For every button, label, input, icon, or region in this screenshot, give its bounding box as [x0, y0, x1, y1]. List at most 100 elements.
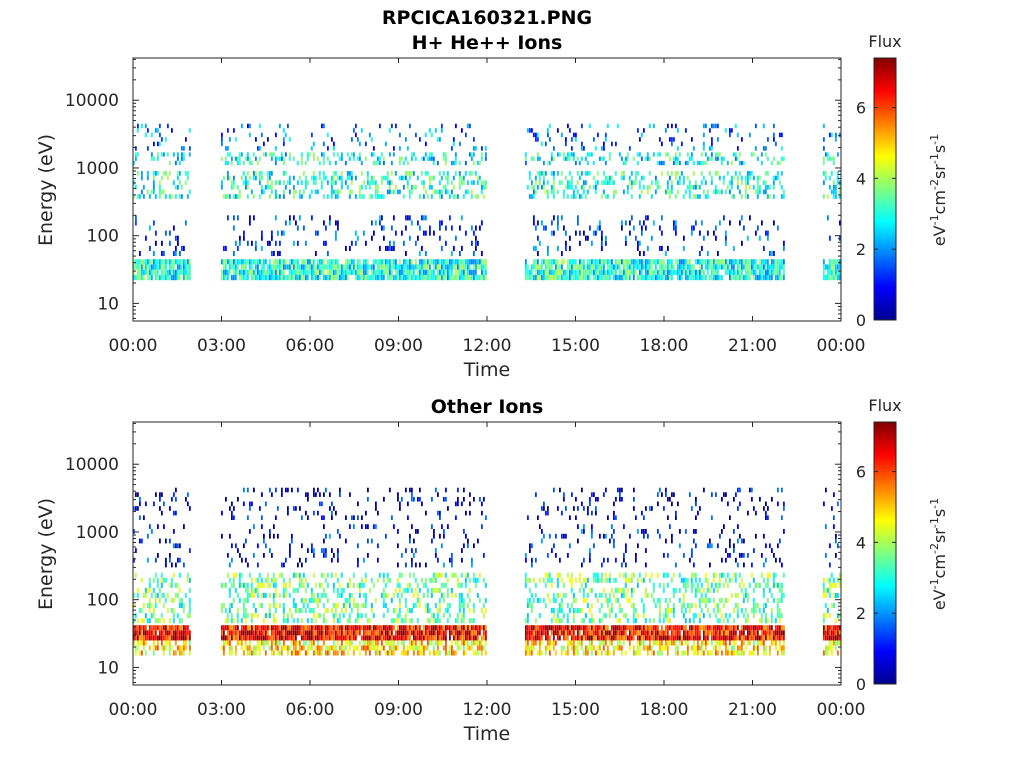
flux-cell — [373, 635, 375, 641]
flux-cell — [675, 123, 677, 129]
flux-cell — [591, 587, 593, 593]
flux-cell — [543, 501, 545, 507]
flux-cell — [631, 184, 633, 190]
flux-cell — [729, 180, 731, 185]
flux-cell — [265, 592, 267, 598]
flux-cell — [327, 597, 329, 603]
flux-cell — [537, 264, 539, 270]
flux-cell — [359, 274, 361, 281]
flux-cell — [361, 269, 363, 275]
flux-cell — [399, 587, 401, 593]
flux-cell — [435, 587, 437, 593]
flux-cell — [667, 259, 669, 265]
flux-cell — [557, 630, 559, 636]
flux-cell — [225, 618, 227, 624]
flux-cell — [397, 562, 399, 568]
flux-cell — [437, 510, 439, 516]
flux-cell — [659, 152, 661, 157]
flux-cell — [229, 259, 231, 265]
flux-cell — [665, 264, 667, 270]
flux-cell — [367, 274, 369, 281]
flux-cell — [305, 597, 307, 603]
flux-cell — [727, 171, 729, 176]
flux-cell — [425, 274, 427, 281]
flux-cell — [645, 264, 647, 270]
flux-cell — [691, 156, 693, 161]
flux-cell — [289, 645, 291, 651]
flux-cell — [647, 184, 649, 190]
flux-cell — [347, 597, 349, 603]
flux-cell — [247, 515, 249, 521]
flux-cell — [615, 635, 617, 641]
flux-cell — [531, 562, 533, 568]
flux-cell — [767, 274, 769, 281]
flux-cell — [241, 259, 243, 265]
flux-cell — [775, 175, 777, 181]
flux-cell — [335, 608, 337, 614]
flux-cell — [429, 184, 431, 190]
flux-cell — [433, 264, 435, 270]
flux-cell — [283, 635, 285, 641]
flux-cell — [415, 264, 417, 270]
flux-cell — [467, 189, 469, 195]
flux-cell — [699, 264, 701, 270]
flux-cell — [163, 269, 165, 275]
flux-cell — [471, 194, 473, 199]
flux-cell — [431, 156, 433, 161]
flux-cell — [477, 259, 479, 265]
flux-cell — [301, 582, 303, 588]
flux-cell — [137, 635, 139, 641]
flux-cell — [313, 180, 315, 185]
flux-cell — [247, 269, 249, 275]
flux-cell — [163, 264, 165, 270]
flux-cell — [433, 259, 435, 265]
flux-cell — [159, 506, 161, 511]
flux-cell — [759, 259, 761, 265]
flux-cell — [267, 635, 269, 641]
flux-cell — [133, 274, 135, 281]
flux-cell — [715, 171, 717, 176]
flux-cell — [547, 630, 549, 636]
flux-cell — [149, 635, 151, 641]
flux-cell — [299, 645, 301, 651]
flux-cell — [745, 180, 747, 185]
flux-cell — [151, 264, 153, 270]
flux-cell — [349, 597, 351, 603]
flux-cell — [237, 613, 239, 619]
flux-cell — [421, 264, 423, 270]
flux-cell — [531, 640, 533, 646]
flux-cell — [313, 264, 315, 270]
flux-cell — [409, 194, 411, 199]
flux-cell — [731, 274, 733, 281]
flux-cell — [229, 602, 231, 609]
flux-cell — [553, 635, 555, 641]
flux-cell — [221, 625, 223, 631]
flux-cell — [289, 625, 291, 631]
flux-cell — [609, 274, 611, 281]
flux-cell — [773, 250, 775, 257]
flux-cell — [439, 515, 441, 521]
flux-cell — [405, 635, 407, 641]
flux-cell — [287, 274, 289, 281]
flux-cell — [643, 625, 645, 631]
flux-cell — [251, 625, 253, 631]
flux-cell — [467, 635, 469, 641]
flux-cell — [589, 587, 591, 593]
flux-cell — [443, 645, 445, 651]
flux-cell — [267, 175, 269, 181]
flux-cell — [183, 269, 185, 275]
flux-cell — [329, 269, 331, 275]
flux-cell — [239, 194, 241, 199]
flux-cell — [767, 184, 769, 190]
flux-cell — [247, 180, 249, 185]
flux-cell — [433, 618, 435, 624]
flux-cell — [465, 264, 467, 270]
flux-cell — [293, 240, 295, 246]
flux-cell — [143, 264, 145, 270]
flux-cell — [585, 613, 587, 619]
flux-cell — [169, 635, 171, 641]
flux-cell — [607, 175, 609, 181]
flux-cell — [397, 613, 399, 619]
flux-cell — [243, 180, 245, 185]
flux-cell — [279, 635, 281, 641]
